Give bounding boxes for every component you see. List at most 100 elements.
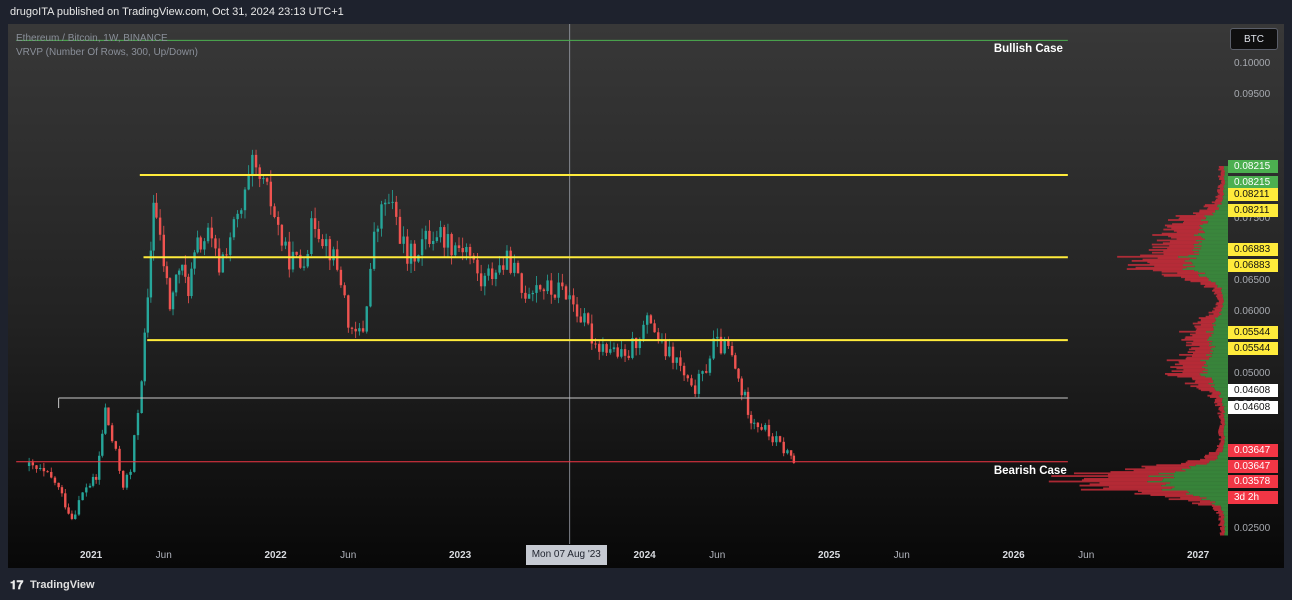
volume-profile-sell bbox=[1176, 367, 1205, 370]
volume-profile-sell bbox=[1215, 404, 1223, 407]
volume-profile-sell bbox=[1218, 434, 1224, 437]
volume-profile-buy bbox=[1199, 274, 1228, 277]
candle-body bbox=[616, 347, 619, 357]
volume-profile-sell bbox=[1218, 428, 1224, 431]
volume-profile-sell bbox=[1166, 359, 1201, 362]
volume-profile-sell bbox=[1187, 460, 1210, 462]
candle-body bbox=[214, 238, 217, 249]
symbol-button[interactable]: BTC bbox=[1230, 28, 1278, 50]
candle-body bbox=[740, 378, 743, 396]
volume-profile-buy bbox=[1223, 517, 1228, 520]
volume-profile-buy bbox=[1225, 530, 1228, 533]
volume-profile-buy bbox=[1214, 321, 1228, 324]
volume-profile-sell bbox=[1200, 283, 1216, 285]
volume-profile-sell bbox=[1220, 405, 1225, 408]
volume-profile-sell bbox=[1214, 291, 1223, 294]
candle-body bbox=[737, 368, 740, 379]
volume-profile-sell bbox=[1162, 242, 1199, 245]
volume-profile-sell bbox=[1188, 499, 1211, 502]
volume-profile-sell bbox=[1217, 447, 1224, 450]
price-badge: 0.04608 bbox=[1228, 400, 1278, 414]
symbol-legend[interactable]: Ethereum / Bitcoin, 1W, BINANCE bbox=[16, 33, 168, 44]
footer-brand[interactable]: TradingView bbox=[30, 579, 95, 591]
candle-body bbox=[313, 218, 317, 230]
volume-profile-sell bbox=[1215, 200, 1223, 202]
candle-body bbox=[653, 323, 656, 333]
volume-profile-sell bbox=[1204, 454, 1218, 457]
volume-profile-buy bbox=[1224, 516, 1228, 518]
price-badge: 0.08215 bbox=[1228, 159, 1278, 173]
volume-profile-sell bbox=[1208, 453, 1220, 456]
volume-profile-buy bbox=[1224, 533, 1228, 536]
candle-body bbox=[273, 206, 276, 217]
candle-body bbox=[251, 154, 254, 176]
volume-profile-sell bbox=[1048, 480, 1148, 483]
indicator-legend[interactable]: VRVP (Number Of Rows, 300, Up/Down) bbox=[16, 47, 198, 58]
volume-profile-buy bbox=[1182, 268, 1228, 270]
candle-body bbox=[657, 332, 660, 341]
volume-profile-sell bbox=[1199, 345, 1216, 348]
candle-body bbox=[598, 343, 601, 352]
volume-profile-sell bbox=[1220, 174, 1225, 176]
candle-body bbox=[457, 245, 461, 249]
volume-profile-buy bbox=[1213, 213, 1228, 216]
candle-body bbox=[155, 202, 158, 218]
candle-body bbox=[125, 474, 129, 488]
volume-profile-buy bbox=[1193, 251, 1228, 254]
volume-profile-buy bbox=[1224, 413, 1228, 416]
chart-panel[interactable] bbox=[8, 24, 1284, 568]
volume-profile-sell bbox=[1216, 296, 1224, 299]
volume-profile-sell bbox=[1207, 394, 1219, 397]
volume-profile-sell bbox=[1218, 524, 1224, 526]
candle-body bbox=[454, 245, 457, 256]
volume-profile-buy bbox=[1202, 370, 1228, 373]
volume-profile-sell bbox=[1217, 402, 1224, 405]
volume-profile-buy bbox=[1147, 480, 1228, 483]
candle-body bbox=[196, 237, 199, 253]
volume-profile-sell bbox=[1196, 386, 1214, 389]
volume-profile-buy bbox=[1224, 422, 1228, 424]
volume-profile-sell bbox=[1195, 326, 1214, 329]
candle-body bbox=[760, 427, 763, 430]
candle-body bbox=[679, 357, 682, 366]
volume-profile-buy bbox=[1223, 186, 1228, 189]
candle-body bbox=[372, 231, 376, 269]
volume-profile-sell bbox=[1183, 220, 1209, 223]
candle-body bbox=[743, 391, 747, 396]
volume-profile-sell bbox=[1164, 373, 1200, 375]
candle-body bbox=[509, 250, 512, 273]
volume-profile-buy bbox=[1217, 315, 1228, 318]
candle-body bbox=[767, 425, 771, 437]
candle-body bbox=[165, 266, 169, 279]
volume-profile-buy bbox=[1221, 202, 1228, 205]
tradingview-logo-icon[interactable]: 𝟏𝟕 bbox=[10, 578, 24, 592]
candle-body bbox=[225, 254, 228, 256]
candle-body bbox=[88, 485, 92, 488]
volume-profile-sell bbox=[1211, 201, 1221, 204]
time-tick: 2022 bbox=[264, 550, 287, 561]
candle-body bbox=[35, 465, 38, 469]
candle-body bbox=[516, 262, 520, 274]
volume-profile-sell bbox=[1218, 416, 1224, 419]
volume-profile-buy bbox=[1210, 348, 1228, 351]
candle-body bbox=[771, 436, 774, 443]
volume-profile-buy bbox=[1213, 386, 1228, 389]
volume-profile-buy bbox=[1207, 371, 1228, 374]
candle-body bbox=[129, 471, 132, 475]
candle-body bbox=[395, 201, 398, 217]
volume-profile-sell bbox=[1207, 208, 1219, 211]
volume-profile-sell bbox=[1212, 507, 1222, 510]
volume-profile-sell bbox=[1218, 431, 1224, 434]
volume-profile-buy bbox=[1224, 522, 1228, 525]
volume-profile-buy bbox=[1221, 313, 1228, 315]
candle-body bbox=[590, 323, 594, 344]
candle-body bbox=[594, 343, 597, 345]
volume-profile-buy bbox=[1207, 368, 1228, 371]
candle-body bbox=[339, 269, 343, 286]
volume-profile-buy bbox=[1221, 287, 1228, 290]
candle-body bbox=[789, 450, 793, 456]
volume-profile-buy bbox=[1207, 338, 1228, 341]
volume-profile-sell bbox=[1167, 374, 1201, 377]
volume-profile-buy bbox=[1187, 490, 1228, 492]
